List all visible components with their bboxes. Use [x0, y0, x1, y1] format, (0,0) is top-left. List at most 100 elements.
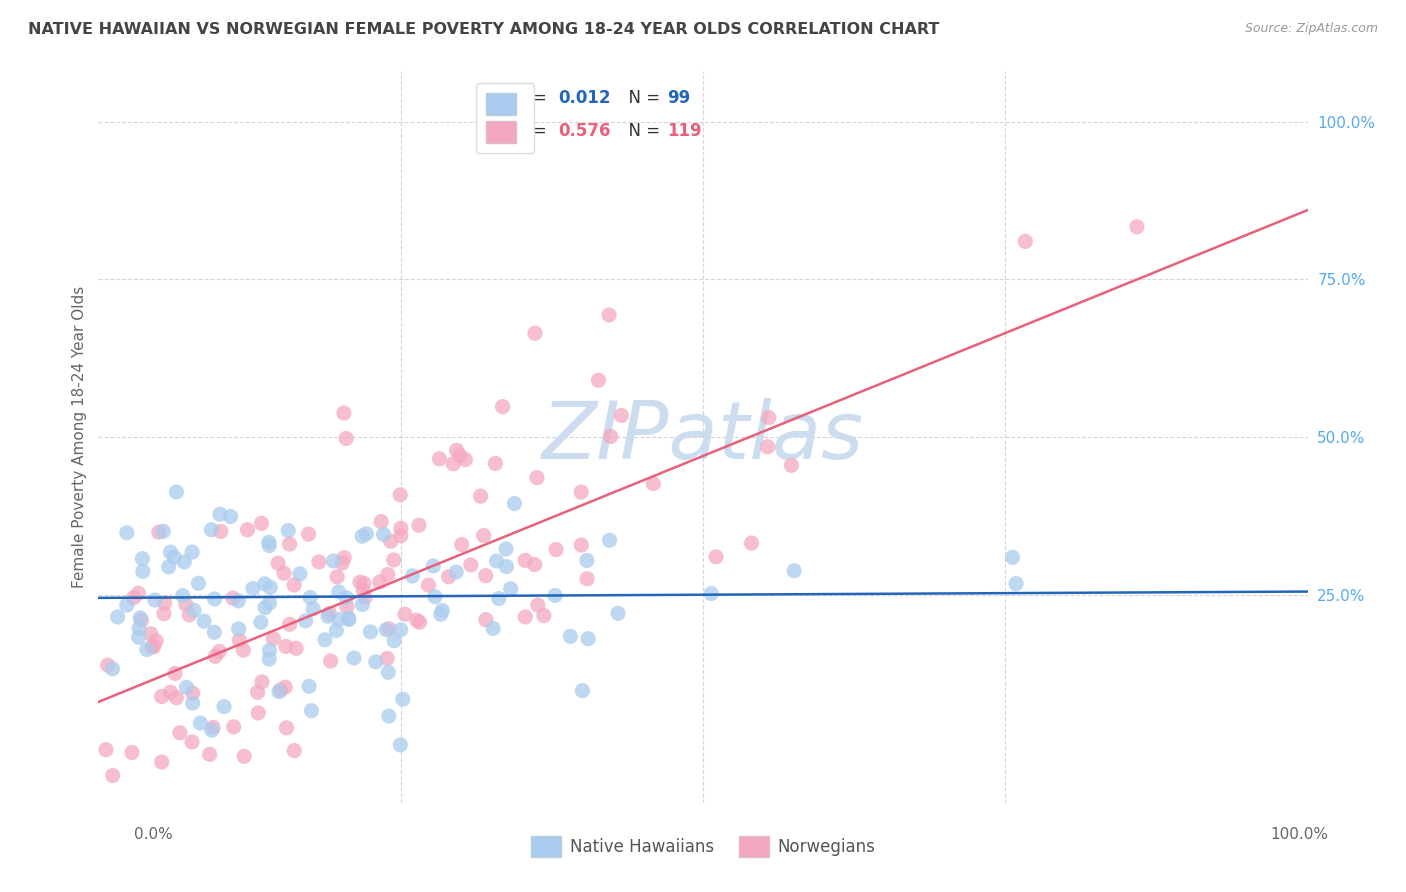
Point: [441, 457, 464, 471]
Point: [499, 582, 522, 596]
Point: [143, 593, 166, 607]
Point: [276, 721, 298, 735]
Point: [145, 634, 167, 648]
Text: 0.0%: 0.0%: [134, 827, 173, 841]
Point: [337, 611, 360, 625]
Point: [302, 602, 325, 616]
Point: [115, 525, 138, 540]
Point: [422, 558, 444, 573]
Point: [181, 696, 204, 710]
Point: [330, 556, 353, 570]
Point: [576, 572, 599, 586]
Point: [201, 723, 224, 738]
Point: [533, 608, 555, 623]
Point: [491, 400, 513, 414]
Point: [297, 527, 319, 541]
Point: [202, 721, 225, 735]
Point: [610, 409, 633, 423]
Point: [187, 576, 209, 591]
Point: [474, 568, 496, 582]
Point: [349, 575, 371, 590]
Text: R =: R =: [516, 122, 551, 140]
Point: [278, 537, 301, 551]
Point: [643, 476, 665, 491]
Point: [1014, 235, 1036, 249]
Point: [91, 826, 114, 840]
Point: [359, 624, 381, 639]
Point: [429, 607, 451, 622]
Point: [190, 716, 212, 731]
Point: [378, 709, 401, 723]
Point: [193, 614, 215, 628]
Point: [377, 665, 399, 680]
Point: [599, 533, 621, 548]
Point: [153, 607, 176, 621]
Point: [128, 630, 150, 644]
Point: [460, 558, 482, 572]
Point: [353, 576, 375, 591]
Point: [274, 640, 297, 654]
Point: [314, 632, 336, 647]
Point: [485, 554, 508, 568]
Point: [127, 586, 149, 600]
Point: [328, 613, 350, 627]
Point: [377, 567, 399, 582]
Point: [169, 725, 191, 739]
Point: [267, 684, 290, 698]
Point: [472, 528, 495, 542]
Point: [599, 429, 621, 443]
Point: [571, 683, 593, 698]
Point: [152, 524, 174, 539]
Point: [101, 662, 124, 676]
Point: [202, 625, 225, 640]
Point: [283, 743, 305, 757]
Point: [179, 607, 201, 622]
Point: [198, 747, 221, 762]
Y-axis label: Female Poverty Among 18-24 Year Olds: Female Poverty Among 18-24 Year Olds: [72, 286, 87, 588]
Point: [259, 596, 281, 610]
Legend: Native Hawaiians, Norwegians: Native Hawaiians, Norwegians: [524, 830, 882, 864]
Point: [274, 680, 297, 694]
Point: [758, 410, 780, 425]
Point: [308, 555, 330, 569]
Point: [176, 680, 198, 694]
Text: N =: N =: [619, 89, 665, 107]
Point: [546, 542, 568, 557]
Point: [299, 704, 322, 718]
Point: [181, 735, 204, 749]
Point: [392, 692, 415, 706]
Point: [1001, 550, 1024, 565]
Text: ZIPatlas: ZIPatlas: [541, 398, 865, 476]
Point: [253, 600, 276, 615]
Point: [495, 541, 517, 556]
Point: [335, 591, 357, 605]
Text: Source: ZipAtlas.com: Source: ZipAtlas.com: [1244, 22, 1378, 36]
Point: [389, 488, 412, 502]
Point: [283, 578, 305, 592]
Point: [378, 622, 401, 636]
Point: [173, 555, 195, 569]
Point: [250, 674, 273, 689]
Point: [780, 458, 803, 473]
Point: [236, 523, 259, 537]
Point: [1005, 576, 1028, 591]
Point: [97, 658, 120, 673]
Point: [389, 529, 412, 543]
Point: [181, 545, 204, 559]
Point: [352, 583, 374, 598]
Point: [495, 559, 517, 574]
Point: [228, 633, 250, 648]
Point: [389, 738, 412, 752]
Point: [121, 746, 143, 760]
Point: [1126, 219, 1149, 234]
Point: [401, 569, 423, 583]
Point: [700, 586, 723, 600]
Point: [159, 685, 181, 699]
Point: [107, 610, 129, 624]
Point: [325, 624, 347, 638]
Point: [233, 749, 256, 764]
Point: [212, 699, 235, 714]
Point: [356, 526, 378, 541]
Point: [394, 607, 416, 622]
Point: [222, 591, 245, 605]
